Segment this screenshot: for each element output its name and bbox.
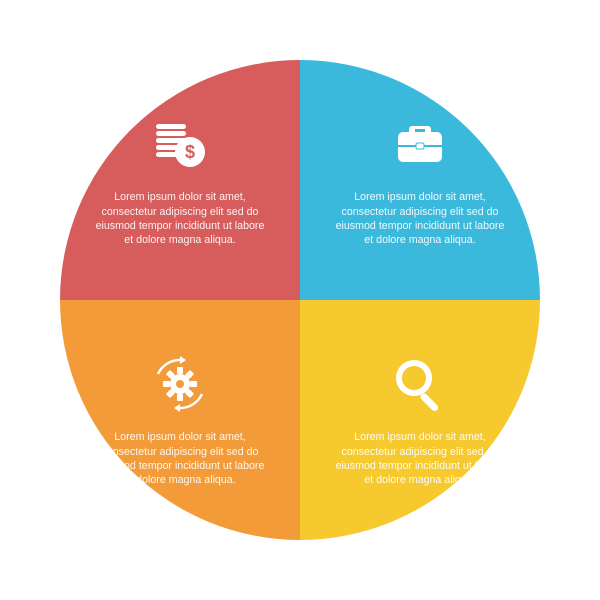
briefcase-icon	[388, 112, 452, 176]
quadrant-text: Lorem ipsum dolor sit amet, consectetur …	[330, 190, 510, 248]
quadrant-top-left: $ Lorem ipsum dolor sit amet, consectetu…	[60, 60, 300, 300]
quadrant-text: Lorem ipsum dolor sit amet, consectetur …	[90, 430, 270, 488]
quadrant-top-right: Lorem ipsum dolor sit amet, consectetur …	[300, 60, 540, 300]
coins-dollar-icon: $	[148, 112, 212, 176]
quadrant-bottom-right: Lorem ipsum dolor sit amet, consectetur …	[300, 300, 540, 540]
infographic-stage: $ Lorem ipsum dolor sit amet, consectetu…	[0, 0, 600, 600]
quadrant-bottom-left: Lorem ipsum dolor sit amet, consectetur …	[60, 300, 300, 540]
quadrant-text: Lorem ipsum dolor sit amet, consectetur …	[330, 430, 510, 488]
gear-cycle-icon	[148, 352, 212, 416]
magnifier-icon	[388, 352, 452, 416]
quadrant-text: Lorem ipsum dolor sit amet, consectetur …	[90, 190, 270, 248]
quadrant-circle: $ Lorem ipsum dolor sit amet, consectetu…	[60, 60, 540, 540]
svg-text:$: $	[185, 142, 195, 162]
